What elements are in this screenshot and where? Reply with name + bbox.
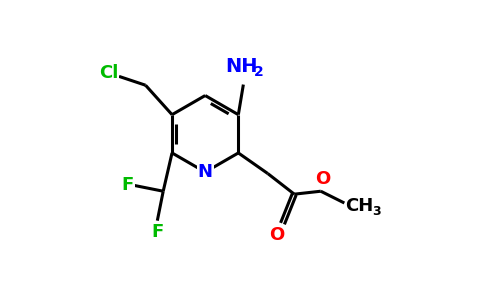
Text: F: F [122, 176, 134, 194]
Text: NH: NH [225, 57, 257, 76]
Text: N: N [197, 163, 212, 181]
Text: 3: 3 [372, 205, 380, 218]
Text: F: F [151, 224, 164, 242]
Text: 2: 2 [254, 65, 264, 79]
Text: Cl: Cl [99, 64, 119, 82]
Text: O: O [269, 226, 284, 244]
Text: CH: CH [345, 197, 373, 215]
Text: O: O [315, 170, 330, 188]
